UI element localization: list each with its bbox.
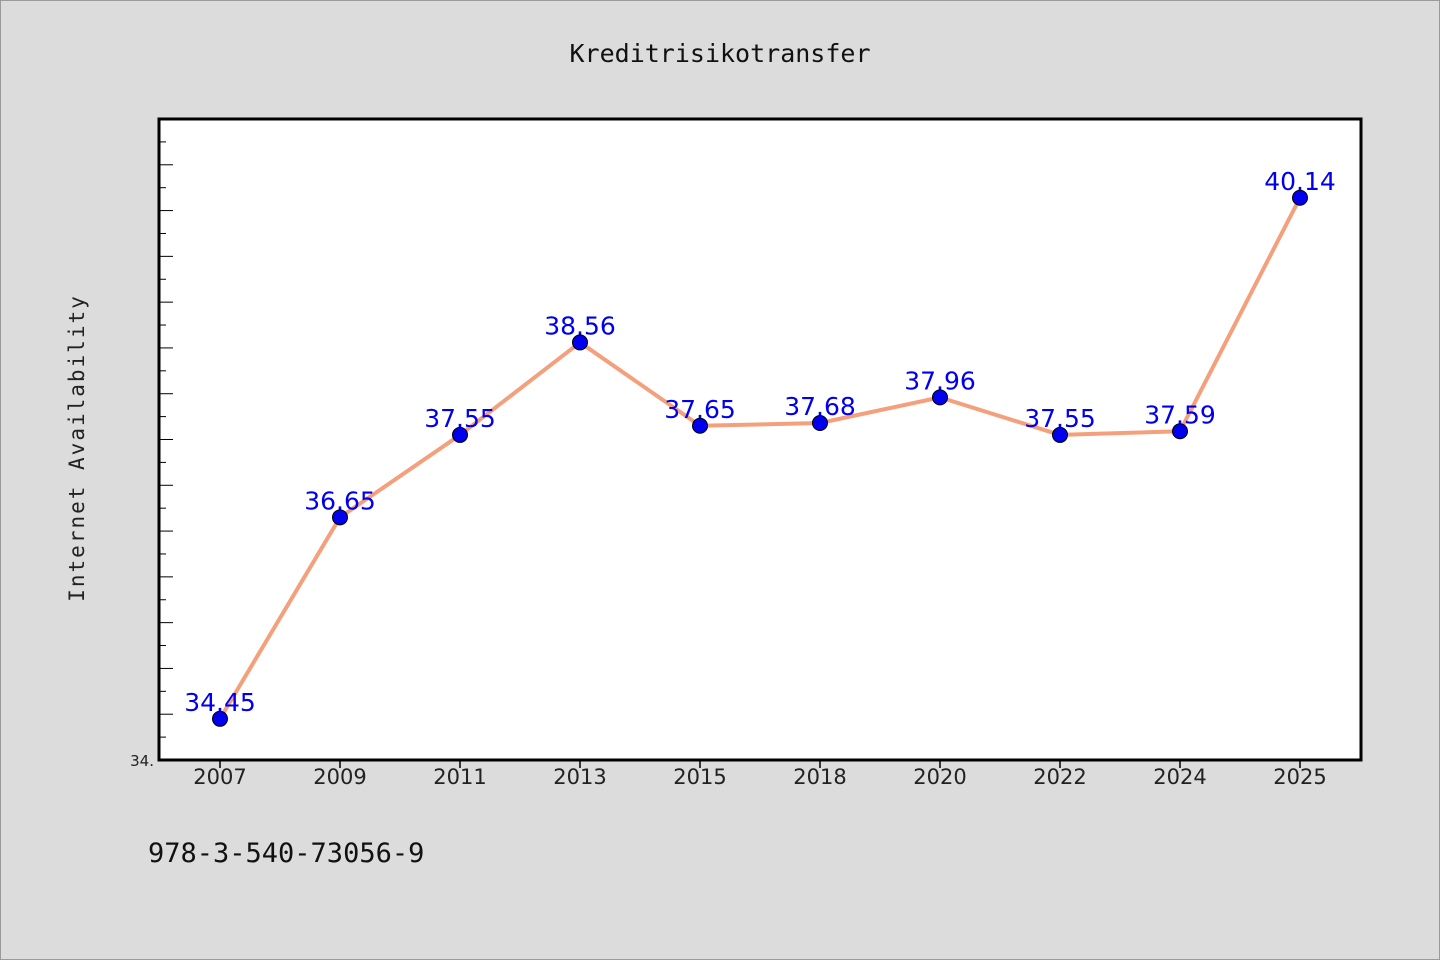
data-label: 38.56	[544, 311, 616, 340]
x-tick-label: 2009	[313, 765, 366, 789]
data-label: 34.45	[184, 688, 256, 717]
chart-title: Kreditrisikotransfer	[569, 39, 870, 68]
data-point	[1292, 189, 1308, 206]
x-tick-label: 2015	[673, 765, 726, 789]
plot-area	[159, 119, 1361, 760]
series-markers	[212, 189, 1308, 727]
x-tick-label: 2022	[1033, 765, 1086, 789]
data-point	[332, 509, 348, 526]
data-point	[692, 417, 708, 434]
x-tick-label: 2011	[433, 765, 486, 789]
x-tick-label: 2007	[193, 765, 246, 789]
series-line	[218, 196, 1302, 720]
data-label: 37.96	[904, 366, 976, 395]
data-point	[452, 426, 468, 443]
x-tick-label: 2020	[913, 765, 966, 789]
x-tick-label: 2025	[1273, 765, 1326, 789]
data-label: 37.55	[424, 404, 496, 433]
x-tick-label: 2018	[793, 765, 846, 789]
data-point	[1172, 423, 1188, 440]
data-label: 37.55	[1024, 404, 1096, 433]
data-label: 37.65	[664, 395, 736, 424]
data-label: 36.65	[304, 486, 376, 515]
data-point	[1052, 426, 1068, 443]
data-label: 37.68	[784, 392, 856, 421]
data-point	[212, 710, 228, 727]
x-tick-label: 2013	[553, 765, 606, 789]
x-tick-label: 2024	[1153, 765, 1206, 789]
data-point	[932, 389, 948, 406]
data-label: 37.59	[1144, 400, 1216, 429]
data-point	[812, 415, 828, 432]
y-axis-min-tick-label: 34.	[130, 752, 154, 770]
plot-border	[157, 117, 1363, 762]
data-labels: 34.45 36.65 37.55 38.56 37.65 37.68 37.96 37.55…	[184, 167, 1336, 717]
data-label: 40.14	[1264, 167, 1336, 196]
data-point	[572, 334, 588, 351]
isbn-footer: 978-3-540-73056-9	[148, 838, 424, 869]
x-axis-tick-labels: 2007 2009 2011 2013 2015 2018 2020 2022 2024 2025	[193, 765, 1326, 789]
y-axis-label: Internet Availability	[65, 294, 89, 602]
